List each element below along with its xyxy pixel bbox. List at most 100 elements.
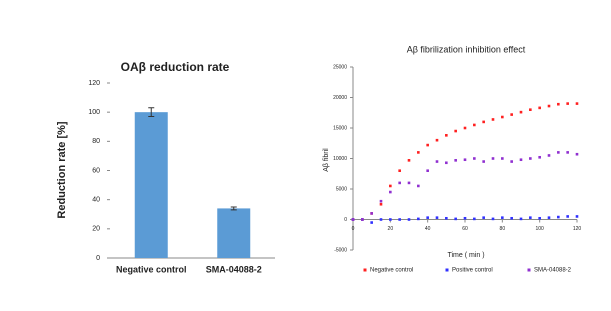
point bbox=[547, 154, 551, 157]
point bbox=[575, 102, 579, 105]
x-tick-label: Negative control bbox=[116, 264, 187, 274]
x-tick-label: 120 bbox=[573, 226, 582, 232]
point bbox=[529, 108, 532, 111]
point bbox=[463, 126, 467, 130]
point bbox=[473, 123, 476, 127]
y-axis-label: Reduction rate [%] bbox=[56, 121, 68, 219]
point bbox=[426, 143, 429, 147]
x-tick-label: 100 bbox=[535, 226, 544, 232]
point bbox=[426, 216, 429, 219]
y-tick-label: 80 bbox=[92, 138, 100, 145]
legend-label: SMA-04088-2 bbox=[534, 268, 572, 274]
point bbox=[379, 202, 383, 206]
point bbox=[398, 181, 401, 185]
point bbox=[435, 138, 439, 142]
point bbox=[529, 157, 532, 160]
point bbox=[398, 169, 401, 172]
point bbox=[482, 120, 485, 124]
point bbox=[566, 215, 569, 218]
legend-label: Positive control bbox=[452, 268, 493, 274]
point bbox=[510, 160, 513, 163]
point bbox=[370, 221, 373, 224]
x-axis-label: Time ( min ) bbox=[447, 252, 484, 259]
legend-label: Negative control bbox=[370, 268, 413, 274]
point bbox=[407, 159, 411, 162]
y-tick-label: 20000 bbox=[333, 95, 347, 101]
point bbox=[519, 110, 523, 114]
error-bar bbox=[148, 107, 155, 118]
y-tick-label: 20 bbox=[92, 226, 100, 233]
point bbox=[417, 184, 420, 188]
point bbox=[445, 216, 448, 220]
point bbox=[482, 216, 485, 219]
point bbox=[557, 151, 560, 154]
point bbox=[538, 216, 541, 220]
point bbox=[426, 169, 429, 172]
y-tick-label: 60 bbox=[92, 167, 100, 174]
point bbox=[379, 199, 383, 203]
point bbox=[445, 161, 448, 165]
point bbox=[547, 216, 551, 219]
point bbox=[510, 113, 513, 116]
point bbox=[482, 160, 485, 163]
point bbox=[566, 151, 569, 154]
point bbox=[445, 134, 448, 137]
y-tick-label: 5000 bbox=[336, 186, 347, 192]
point bbox=[501, 115, 504, 119]
bar bbox=[217, 208, 251, 258]
legend-marker bbox=[363, 268, 367, 272]
point bbox=[407, 181, 411, 185]
point bbox=[463, 216, 467, 220]
point bbox=[501, 216, 504, 219]
point bbox=[538, 106, 541, 110]
point bbox=[389, 184, 392, 188]
point bbox=[538, 155, 541, 159]
point bbox=[389, 218, 392, 221]
legend-marker bbox=[445, 268, 449, 272]
y-tick-label: 40 bbox=[92, 197, 100, 204]
point bbox=[566, 102, 569, 105]
y-tick-label: 25000 bbox=[333, 64, 347, 70]
point bbox=[510, 216, 513, 220]
point bbox=[361, 218, 364, 221]
point bbox=[370, 212, 373, 215]
y-axis-label: Aβ fibril bbox=[323, 148, 330, 172]
point bbox=[454, 129, 457, 133]
y-tick-label: 10000 bbox=[333, 156, 347, 162]
x-tick-label: 40 bbox=[425, 226, 431, 232]
x-tick-label: SMA-04088-2 bbox=[206, 264, 262, 274]
point bbox=[491, 217, 495, 221]
chart-title: Aβ fibrilization inhibition effect bbox=[407, 44, 526, 54]
legend-marker bbox=[527, 268, 531, 272]
point bbox=[547, 104, 551, 108]
point bbox=[398, 218, 401, 221]
point bbox=[519, 158, 523, 162]
point bbox=[435, 160, 439, 163]
point bbox=[519, 217, 523, 221]
y-tick-label: 0 bbox=[344, 217, 347, 223]
point bbox=[379, 218, 383, 221]
point bbox=[454, 217, 457, 221]
point bbox=[473, 157, 476, 160]
point bbox=[575, 152, 579, 156]
point bbox=[435, 216, 439, 219]
x-tick-label: 0 bbox=[352, 226, 355, 232]
point bbox=[491, 157, 495, 160]
chart-title: OAβ reduction rate bbox=[121, 60, 230, 74]
y-tick-label: 15000 bbox=[333, 125, 347, 131]
point bbox=[557, 215, 560, 219]
point bbox=[575, 215, 579, 218]
y-tick-label: -5000 bbox=[334, 247, 347, 253]
point bbox=[557, 102, 560, 106]
x-tick-label: 20 bbox=[388, 226, 394, 232]
point bbox=[417, 151, 420, 154]
y-tick-label: 0 bbox=[96, 255, 100, 262]
x-tick-label: 80 bbox=[500, 226, 506, 232]
point bbox=[454, 159, 457, 162]
point bbox=[351, 218, 355, 221]
x-tick-label: 60 bbox=[462, 226, 468, 232]
y-tick-label: 100 bbox=[88, 109, 100, 116]
point bbox=[463, 158, 467, 162]
point bbox=[529, 216, 532, 219]
